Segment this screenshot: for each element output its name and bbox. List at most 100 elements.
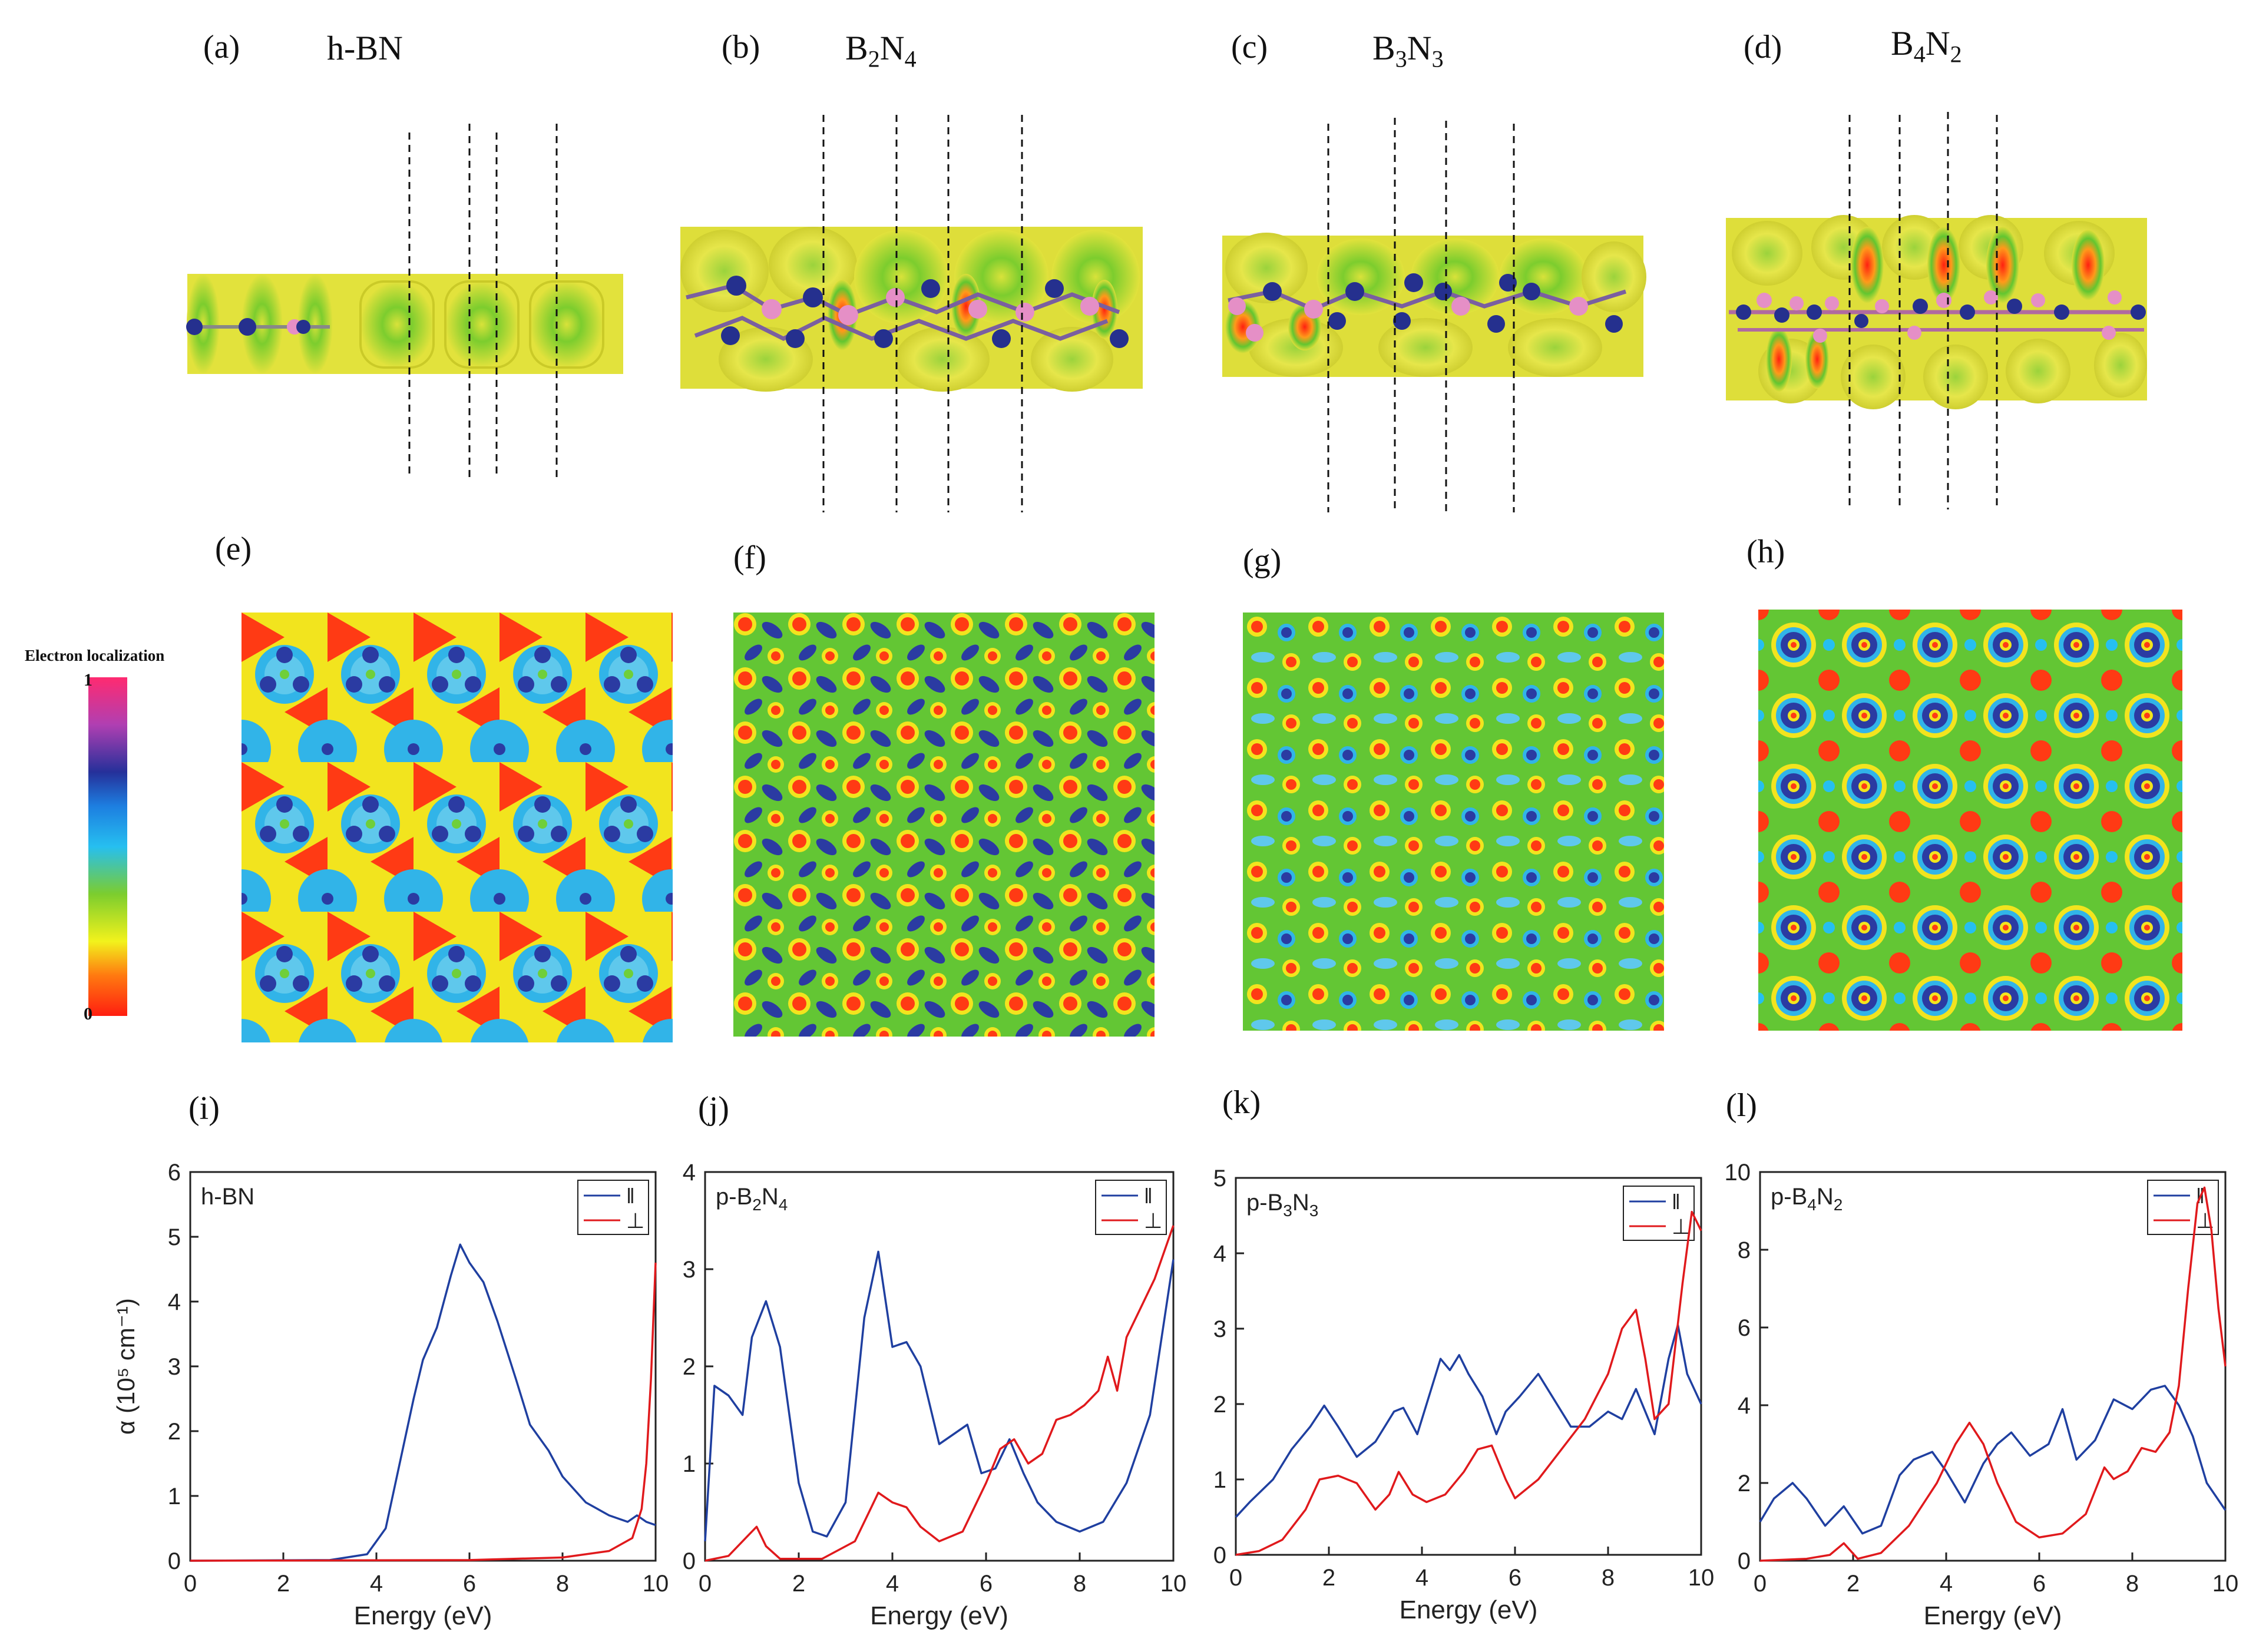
x-axis-label: Energy (eV) xyxy=(1400,1595,1538,1624)
structure-render-b4n2 xyxy=(1726,215,2147,409)
elf-map-b4n2 xyxy=(1758,610,2182,1031)
structure-title-b2n4: B2N4 xyxy=(845,29,917,72)
x-tick-label: 2 xyxy=(792,1571,805,1597)
y-tick-label: 5 xyxy=(1213,1166,1226,1191)
x-tick-label: 8 xyxy=(556,1571,569,1597)
legend-label: ǁ xyxy=(1672,1190,1681,1214)
y-tick-label: 3 xyxy=(683,1257,696,1283)
x-tick-label: 6 xyxy=(2033,1571,2046,1597)
y-tick-label: 2 xyxy=(1213,1392,1226,1418)
legend-label: ǁ xyxy=(626,1184,635,1208)
y-tick-label: 3 xyxy=(168,1354,181,1380)
panel-label-a: (a) xyxy=(203,29,240,65)
panel-label-l: (l) xyxy=(1726,1087,1757,1124)
x-tick-label: 6 xyxy=(1509,1565,1521,1591)
x-tick-label: 4 xyxy=(370,1571,383,1597)
y-axis-label: α (10⁵ cm⁻¹) xyxy=(112,1298,140,1435)
x-tick-label: 8 xyxy=(2126,1571,2139,1597)
x-tick-label: 10 xyxy=(2212,1571,2239,1597)
y-tick-label: 2 xyxy=(1738,1471,1751,1497)
y-tick-label: 2 xyxy=(683,1354,696,1380)
x-tick-label: 2 xyxy=(1847,1571,1860,1597)
x-tick-label: 4 xyxy=(1940,1571,1953,1597)
y-tick-label: 10 xyxy=(1725,1160,1751,1186)
x-tick-label: 8 xyxy=(1073,1571,1086,1597)
x-tick-label: 0 xyxy=(184,1571,197,1597)
elf-map-b3n3 xyxy=(1243,613,1664,1031)
y-tick-label: 4 xyxy=(1213,1241,1226,1267)
y-tick-label: 2 xyxy=(168,1419,181,1445)
series-line-perpendicular xyxy=(704,1225,1175,1562)
x-tick-label: 2 xyxy=(1322,1565,1335,1591)
x-tick-label: 0 xyxy=(1229,1565,1242,1591)
x-tick-label: 0 xyxy=(699,1571,712,1597)
x-axis-label: Energy (eV) xyxy=(1924,1601,2062,1630)
series-line-parallel xyxy=(190,1243,656,1562)
structure-render-b3n3 xyxy=(1222,233,1646,377)
chart-b3n3: 0 2 4 6 8 10 0 1 2 3 4 5 Energy (eV) p-B3N3 ǁ⊥ xyxy=(1213,1166,1715,1624)
y-tick-label: 0 xyxy=(1738,1548,1751,1574)
inner-label: p-B4N2 xyxy=(1771,1184,1843,1214)
structure-renders xyxy=(186,112,2147,512)
legend-label: ⊥ xyxy=(1672,1214,1690,1239)
y-tick-label: 6 xyxy=(1738,1315,1751,1341)
y-tick-label: 4 xyxy=(683,1160,696,1186)
series-line-parallel xyxy=(1759,1385,2227,1535)
panel-label-i: (i) xyxy=(188,1090,220,1127)
legend-label: ⊥ xyxy=(626,1209,644,1233)
colorbar xyxy=(88,677,127,1016)
x-tick-label: 2 xyxy=(277,1571,290,1597)
elf-map-b2n4 xyxy=(733,613,1155,1037)
x-tick-label: 8 xyxy=(1602,1565,1615,1591)
panel-label-b: (b) xyxy=(722,29,760,65)
colorbar-title: Electron localization xyxy=(25,647,165,664)
legend-label: ǁ xyxy=(1144,1184,1153,1208)
panel-label-k: (k) xyxy=(1222,1084,1261,1121)
x-tick-label: 6 xyxy=(980,1571,993,1597)
panel-label-d: (d) xyxy=(1744,29,1782,65)
chart-b2n4: 0 2 4 6 8 10 0 1 2 3 4 Energy (eV) p-B2N4 ǁ⊥ xyxy=(683,1160,1187,1630)
inner-label: p-B3N3 xyxy=(1246,1190,1318,1220)
x-axis-label: Energy (eV) xyxy=(870,1601,1008,1630)
panel-label-j: (j) xyxy=(698,1090,729,1127)
chart-hbn: 0 2 4 6 8 10 0 1 2 3 4 5 6 Energy (eV) α (10⁵ cm⁻¹) h-B… xyxy=(112,1160,669,1630)
x-tick-label: 6 xyxy=(463,1571,476,1597)
y-tick-label: 4 xyxy=(1738,1393,1751,1419)
series-line-perpendicular xyxy=(1235,1210,1702,1556)
structure-render-b2n4 xyxy=(680,227,1143,392)
plot-frame xyxy=(1235,1177,1702,1556)
structure-title-b4n2: B4N2 xyxy=(1891,24,1962,68)
panel-label-e: (e) xyxy=(215,531,252,567)
x-tick-label: 4 xyxy=(886,1571,899,1597)
series-line-perpendicular xyxy=(1759,1186,2227,1562)
structure-render-hbn xyxy=(186,274,623,374)
legend-box xyxy=(1623,1186,1695,1241)
legend-box xyxy=(577,1180,649,1235)
x-tick-label: 10 xyxy=(1688,1565,1715,1591)
inner-label: p-B2N4 xyxy=(716,1184,788,1214)
x-tick-label: 10 xyxy=(1160,1571,1187,1597)
x-tick-label: 4 xyxy=(1415,1565,1428,1591)
legend-box xyxy=(1095,1180,1167,1235)
y-tick-label: 1 xyxy=(1213,1467,1226,1493)
panel-label-f: (f) xyxy=(733,539,766,576)
y-tick-label: 0 xyxy=(1213,1542,1226,1568)
elf-map-hbn xyxy=(242,613,673,1042)
x-tick-label: 10 xyxy=(643,1571,669,1597)
series-line-perpendicular xyxy=(190,1262,657,1562)
y-tick-label: 8 xyxy=(1738,1237,1751,1263)
colorbar-max-label: 1 xyxy=(84,670,92,690)
x-axis-label: Energy (eV) xyxy=(354,1601,492,1630)
structure-title-b3n3: B3N3 xyxy=(1372,29,1444,72)
y-tick-label: 4 xyxy=(168,1289,181,1315)
y-tick-label: 1 xyxy=(683,1451,696,1477)
structure-title-hbn: h-BN xyxy=(327,29,403,67)
y-tick-label: 6 xyxy=(168,1160,181,1186)
series-line-parallel xyxy=(1235,1323,1702,1518)
y-tick-label: 1 xyxy=(168,1484,181,1509)
panel-label-h: (h) xyxy=(1746,534,1785,570)
panel-label-g: (g) xyxy=(1243,542,1282,579)
y-tick-label: 3 xyxy=(1213,1316,1226,1342)
y-tick-label: 0 xyxy=(168,1548,181,1574)
